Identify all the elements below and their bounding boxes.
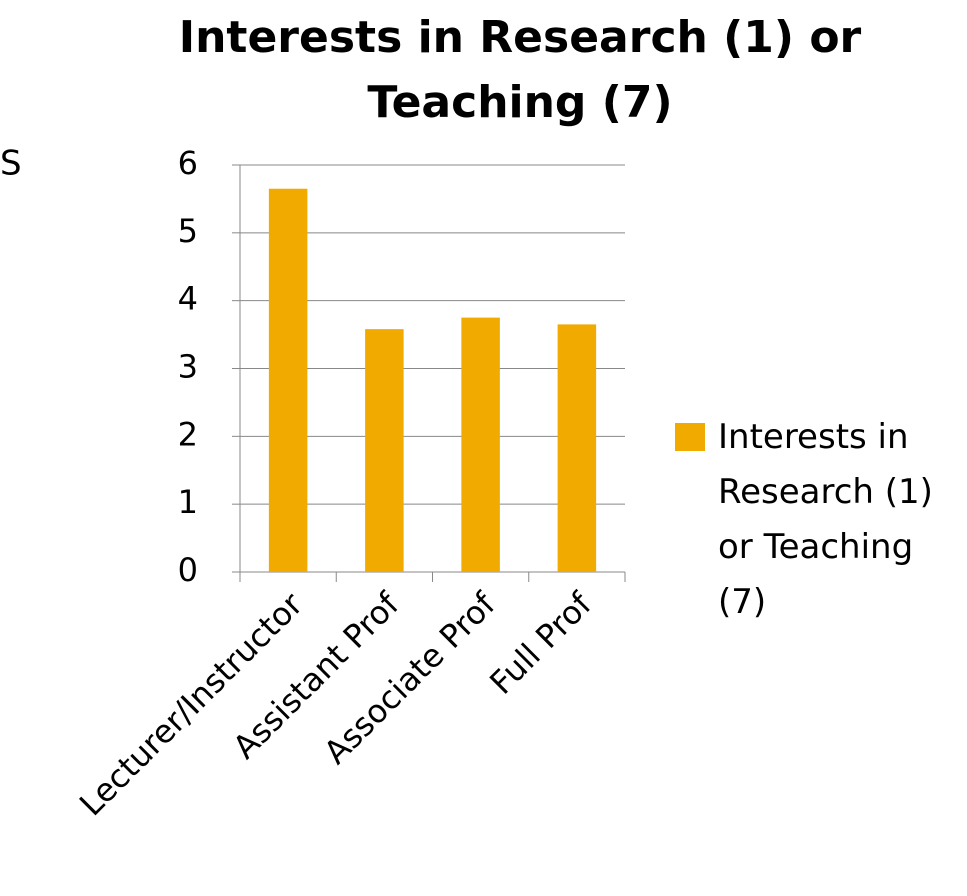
y-tick-label: 0 (178, 551, 198, 589)
bar (461, 317, 500, 572)
y-tick-label: 1 (178, 483, 198, 521)
y-tick-label: 3 (178, 348, 198, 386)
bar (268, 188, 308, 572)
legend-swatch (675, 423, 705, 451)
side-text: S (0, 144, 22, 184)
bar (365, 329, 404, 572)
x-tick-label: Assistant Prof (225, 585, 407, 767)
x-tick-label: Associate Prof (316, 585, 503, 772)
y-tick-label: 5 (178, 212, 198, 250)
chart-title: Interests in Research (1) or Teaching (7) (179, 12, 862, 128)
y-tick-label: 4 (178, 280, 198, 318)
legend-label: Interests in Research (1) or Teaching (7) (718, 417, 933, 622)
bar (557, 324, 597, 572)
x-tick-label: Full Prof (482, 585, 599, 702)
y-tick-label: 2 (178, 415, 198, 453)
y-tick-label: 6 (178, 144, 198, 182)
